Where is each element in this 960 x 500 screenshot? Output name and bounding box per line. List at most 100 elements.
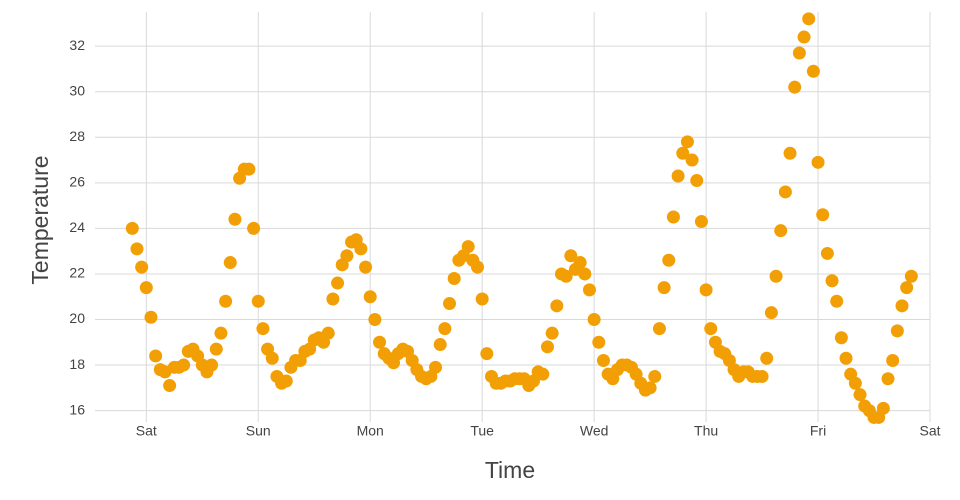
point	[792, 46, 806, 60]
point	[471, 260, 485, 274]
x-tick-label: Thu	[694, 423, 718, 439]
point	[573, 256, 587, 270]
y-axis-title: Temperature	[27, 155, 53, 284]
point	[447, 272, 461, 285]
point	[536, 367, 550, 381]
point	[550, 299, 564, 313]
point	[648, 369, 662, 383]
point	[774, 224, 788, 238]
point	[904, 269, 918, 283]
point	[480, 347, 494, 361]
y-tick-label: 30	[69, 82, 85, 98]
point	[130, 242, 144, 256]
y-tick-label: 32	[69, 37, 85, 53]
point	[881, 372, 895, 386]
point	[895, 299, 909, 313]
point	[769, 269, 783, 283]
point	[680, 135, 694, 149]
point	[690, 174, 704, 188]
point	[163, 379, 177, 393]
point	[340, 249, 354, 263]
x-tick-label: Sat	[136, 423, 157, 439]
x-tick-label: Fri	[810, 423, 826, 439]
point	[652, 322, 666, 336]
point	[363, 290, 377, 304]
y-tick-label: 20	[69, 310, 85, 326]
point	[135, 260, 149, 274]
point	[564, 249, 578, 263]
point	[144, 310, 158, 324]
y-tick-label: 18	[69, 356, 85, 372]
point	[811, 155, 825, 169]
point	[578, 267, 592, 281]
x-tick-label: Wed	[580, 423, 609, 439]
point	[433, 338, 447, 352]
point	[839, 351, 853, 365]
y-tick-label: 26	[69, 174, 85, 190]
point	[149, 349, 163, 363]
point	[820, 246, 834, 260]
point	[699, 283, 713, 297]
point	[256, 322, 270, 336]
x-tick-label: Mon	[357, 423, 384, 439]
x-tick-label: Sat	[919, 423, 940, 439]
point	[816, 208, 830, 222]
point	[900, 281, 914, 295]
point	[139, 281, 153, 295]
x-tick-label: Sun	[246, 423, 271, 439]
point	[582, 283, 596, 297]
point	[475, 292, 489, 306]
point	[242, 162, 256, 176]
point	[559, 269, 573, 283]
point	[223, 256, 237, 270]
point	[657, 281, 671, 295]
point	[177, 358, 191, 372]
point	[373, 335, 387, 349]
point	[783, 146, 797, 160]
point	[429, 360, 443, 374]
point	[228, 212, 242, 226]
point	[125, 221, 139, 235]
point	[251, 294, 265, 308]
point	[694, 215, 708, 229]
point	[265, 351, 279, 365]
point	[802, 12, 816, 26]
point	[764, 306, 778, 320]
point	[461, 240, 475, 254]
point	[806, 64, 820, 78]
point	[205, 358, 219, 372]
y-tick-label: 24	[69, 219, 85, 235]
point	[279, 374, 293, 388]
y-tick-label: 16	[69, 401, 85, 417]
point	[209, 342, 223, 356]
point	[676, 146, 690, 160]
point	[666, 210, 680, 224]
point	[760, 351, 774, 365]
point	[443, 297, 457, 311]
point	[214, 326, 228, 340]
point	[587, 313, 601, 326]
point	[704, 322, 718, 336]
point	[890, 324, 904, 338]
point	[662, 253, 676, 267]
point	[778, 185, 792, 199]
point	[876, 401, 890, 415]
point	[596, 354, 610, 367]
point	[671, 169, 685, 183]
point	[359, 260, 373, 274]
y-tick-label: 28	[69, 128, 85, 144]
point	[830, 294, 844, 308]
point	[643, 381, 657, 395]
point	[247, 221, 261, 235]
point	[755, 369, 769, 383]
point	[853, 388, 867, 402]
point	[848, 376, 862, 390]
x-tick-label: Tue	[470, 423, 494, 439]
point	[592, 335, 606, 349]
point	[788, 80, 802, 94]
x-axis-title: Time	[485, 457, 535, 483]
point	[331, 276, 345, 290]
y-tick-label: 22	[69, 265, 85, 281]
point	[797, 30, 811, 44]
